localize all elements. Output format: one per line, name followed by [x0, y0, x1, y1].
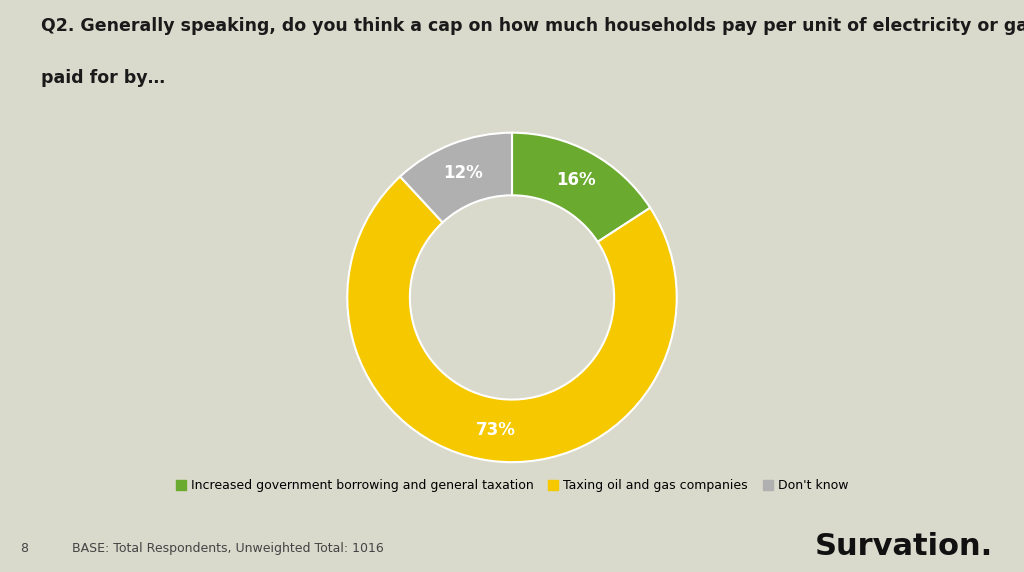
Text: 8: 8	[20, 542, 29, 555]
Text: BASE: Total Respondents, Unweighted Total: 1016: BASE: Total Respondents, Unweighted Tota…	[72, 542, 383, 555]
Text: 12%: 12%	[443, 164, 483, 182]
Text: 73%: 73%	[475, 421, 515, 439]
Text: 16%: 16%	[556, 171, 596, 189]
Text: paid for by…: paid for by…	[41, 69, 165, 86]
Text: Survation.: Survation.	[815, 531, 993, 561]
Text: Q2. Generally speaking, do you think a cap on how much households pay per unit o: Q2. Generally speaking, do you think a c…	[41, 17, 1024, 35]
Wedge shape	[347, 177, 677, 462]
Legend: Increased government borrowing and general taxation, Taxing oil and gas companie: Increased government borrowing and gener…	[171, 474, 853, 497]
Wedge shape	[512, 133, 650, 242]
Wedge shape	[400, 133, 512, 223]
